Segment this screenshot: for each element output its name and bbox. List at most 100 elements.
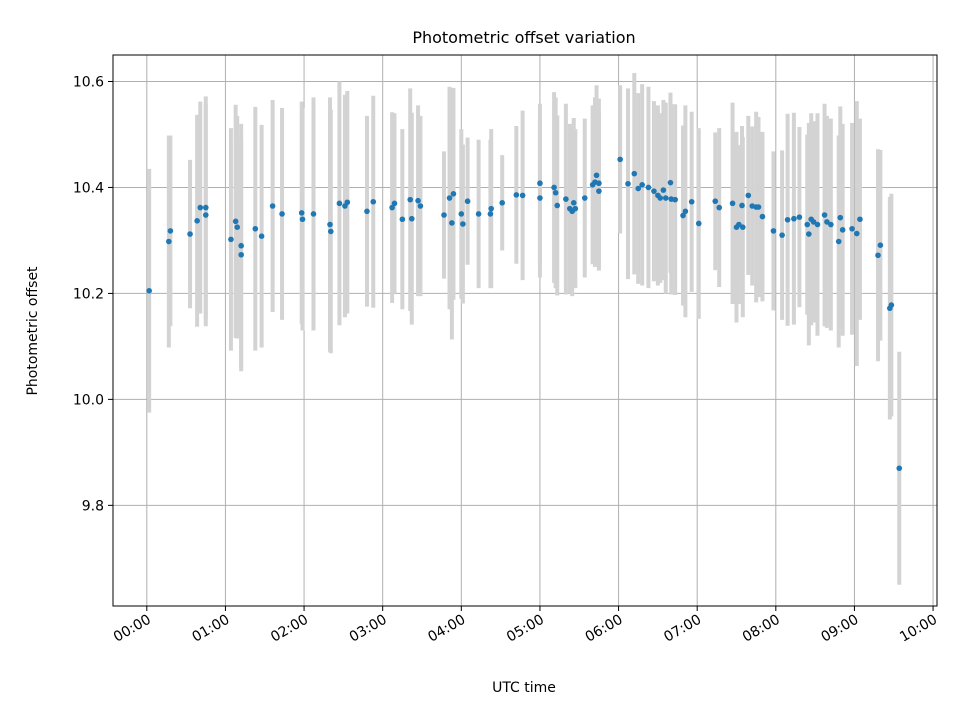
data-point xyxy=(554,202,561,209)
data-point xyxy=(662,195,669,201)
data-point xyxy=(202,212,209,218)
data-point xyxy=(269,203,276,209)
data-point xyxy=(389,204,395,211)
data-point xyxy=(821,212,828,218)
data-point xyxy=(519,192,526,199)
data-point xyxy=(310,211,317,217)
data-point xyxy=(657,195,664,201)
data-point xyxy=(729,200,736,207)
y-tick-label: 10.6 xyxy=(73,74,104,90)
chart-title: Photometric offset variation xyxy=(412,28,635,47)
data-point xyxy=(617,156,623,163)
data-point xyxy=(672,196,678,203)
data-points xyxy=(146,156,903,472)
data-point xyxy=(835,238,842,245)
data-point xyxy=(551,184,557,191)
data-point xyxy=(279,211,285,217)
data-point xyxy=(839,227,846,233)
data-point xyxy=(146,287,152,294)
data-point xyxy=(344,199,351,206)
data-point xyxy=(837,214,844,221)
data-point xyxy=(814,221,821,228)
data-point xyxy=(298,210,305,216)
data-point xyxy=(197,204,204,211)
data-point xyxy=(167,228,174,234)
data-point xyxy=(824,219,830,225)
data-point xyxy=(449,220,455,226)
data-point xyxy=(563,196,569,202)
data-point xyxy=(202,204,209,211)
data-point xyxy=(877,242,884,249)
data-point xyxy=(537,180,543,187)
data-point xyxy=(537,195,543,201)
data-point xyxy=(849,225,855,232)
y-axis-label: Photometric offset xyxy=(25,266,41,396)
data-point xyxy=(645,184,652,191)
data-point xyxy=(784,216,791,223)
y-tick-label: 10.2 xyxy=(73,286,104,302)
data-point xyxy=(327,221,333,228)
data-point xyxy=(364,208,370,215)
data-point xyxy=(238,251,244,258)
x-tick-label: 01:00 xyxy=(189,612,232,646)
data-point xyxy=(408,215,415,222)
y-tick-label: 10.0 xyxy=(73,392,104,408)
data-point xyxy=(857,216,863,223)
data-point xyxy=(407,196,414,203)
data-point xyxy=(391,200,398,207)
y-tick-label: 10.4 xyxy=(73,180,104,196)
data-point xyxy=(194,218,200,224)
data-point xyxy=(770,228,777,234)
x-tick-label: 02:00 xyxy=(268,612,311,646)
data-point xyxy=(458,211,465,217)
data-point xyxy=(415,197,421,204)
data-point xyxy=(739,202,745,209)
data-point xyxy=(680,212,686,219)
data-point xyxy=(639,182,645,188)
data-point xyxy=(232,218,239,225)
data-point xyxy=(596,188,602,194)
data-point xyxy=(712,198,719,205)
data-point xyxy=(739,224,746,230)
data-point xyxy=(166,238,172,245)
data-point xyxy=(779,232,785,238)
data-point xyxy=(228,236,234,243)
data-point xyxy=(736,221,742,228)
data-point xyxy=(635,185,642,192)
data-point xyxy=(810,219,817,225)
data-point xyxy=(828,221,834,228)
data-point xyxy=(234,224,241,230)
x-tick-label: 09:00 xyxy=(818,612,861,646)
x-tick-label: 00:00 xyxy=(111,612,154,646)
data-point xyxy=(336,200,343,207)
data-point xyxy=(446,195,453,201)
data-point xyxy=(755,204,762,210)
x-axis-label: UTC time xyxy=(492,680,556,696)
data-point xyxy=(488,205,494,212)
data-point xyxy=(896,465,903,472)
data-point xyxy=(625,180,631,187)
data-point xyxy=(513,192,520,198)
data-point xyxy=(593,172,600,179)
x-tick-label: 06:00 xyxy=(583,612,626,646)
data-point xyxy=(572,205,579,212)
x-tick-label: 03:00 xyxy=(347,612,390,646)
data-point xyxy=(570,200,577,206)
data-point xyxy=(399,216,406,223)
data-point xyxy=(631,170,638,177)
data-point xyxy=(791,215,797,222)
data-point xyxy=(875,252,881,259)
data-point xyxy=(806,231,812,237)
data-point xyxy=(370,198,377,205)
data-point xyxy=(682,208,689,215)
data-point xyxy=(299,216,306,223)
data-point xyxy=(660,187,667,193)
data-point xyxy=(745,192,752,199)
data-point xyxy=(475,211,482,217)
x-tick-label: 10:00 xyxy=(897,612,940,646)
data-point xyxy=(796,214,803,220)
data-point xyxy=(688,198,695,205)
data-point xyxy=(327,228,334,235)
plot-frame xyxy=(112,54,938,607)
